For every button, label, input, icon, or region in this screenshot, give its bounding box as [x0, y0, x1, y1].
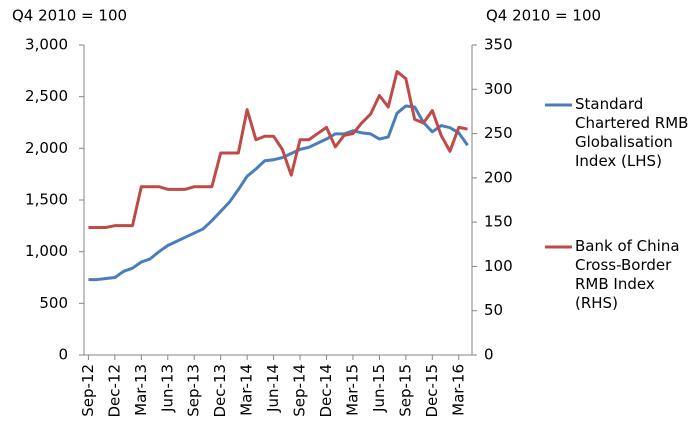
y-tick-label: 2,000 [25, 139, 68, 157]
x-tick-label: Dec-15 [423, 364, 441, 418]
x-tick-label: Sep-15 [396, 364, 414, 417]
y2-tick-label: 300 [484, 80, 513, 98]
x-tick-label: Dec-12 [105, 364, 123, 418]
x-tick-label: Sep-13 [185, 364, 203, 417]
x-tick-label: Sep-12 [79, 364, 97, 417]
series-line [88, 70, 468, 229]
x-tick-label: Dec-13 [211, 364, 229, 418]
y-tick-label: 3,000 [25, 36, 68, 54]
y-axis-label: Q4 2010 = 100 [12, 7, 127, 25]
y2-tick-label: 50 [484, 301, 503, 319]
y2-tick-label: 200 [484, 168, 513, 186]
legend-label: Standard Chartered RMB Globalisation Ind… [575, 95, 689, 170]
x-tick-label: Mar-14 [238, 364, 256, 416]
y2-tick-label: 100 [484, 257, 513, 275]
y2-tick-label: 350 [484, 36, 513, 54]
y2-axis-label: Q4 2010 = 100 [486, 7, 601, 25]
x-tick-label: Dec-14 [317, 364, 335, 418]
y2-tick-label: 250 [484, 124, 513, 142]
x-tick-label: Mar-15 [343, 364, 361, 416]
x-tick-label: Jun-15 [370, 364, 388, 413]
x-tick-label: Sep-14 [291, 364, 309, 417]
y2-tick-label: 150 [484, 213, 513, 231]
legend-label: Bank of China Cross-Border RMB Index (RH… [575, 237, 680, 312]
y-tick-label: 1,000 [25, 242, 68, 260]
x-tick-label: Mar-13 [132, 364, 150, 416]
y-tick-label: 2,500 [25, 87, 68, 105]
x-tick-label: Mar-16 [449, 364, 467, 416]
y-tick-label: 500 [39, 294, 68, 312]
y-tick-label: 1,500 [25, 191, 68, 209]
y-tick-label: 0 [58, 346, 68, 364]
series-line [88, 104, 469, 282]
x-tick-label: Jun-14 [264, 364, 282, 413]
y2-tick-label: 0 [484, 346, 494, 364]
x-tick-label: Jun-13 [158, 364, 176, 413]
